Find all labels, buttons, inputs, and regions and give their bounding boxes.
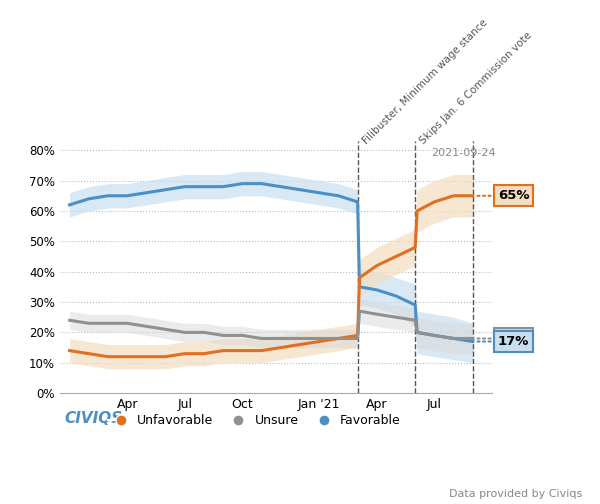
Legend: Unfavorable, Unsure, Favorable: Unfavorable, Unsure, Favorable	[103, 409, 406, 432]
Text: Data provided by Civiqs: Data provided by Civiqs	[449, 489, 582, 499]
Text: Skips Jan. 6 Commission vote: Skips Jan. 6 Commission vote	[418, 30, 534, 146]
Text: 18%: 18%	[498, 332, 529, 345]
Text: 2021-09-24: 2021-09-24	[431, 148, 496, 158]
Text: CIVIQS: CIVIQS	[64, 411, 122, 426]
Text: 65%: 65%	[498, 190, 529, 202]
Text: 17%: 17%	[498, 335, 529, 348]
Text: Filibuster, Minimum wage stance: Filibuster, Minimum wage stance	[361, 17, 489, 146]
